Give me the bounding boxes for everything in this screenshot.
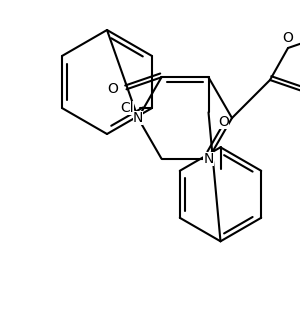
Text: N: N <box>203 152 214 166</box>
Text: O: O <box>108 82 118 96</box>
Text: O: O <box>218 115 230 129</box>
Text: N: N <box>133 111 143 125</box>
Text: Cl: Cl <box>120 101 134 115</box>
Text: O: O <box>283 31 293 45</box>
